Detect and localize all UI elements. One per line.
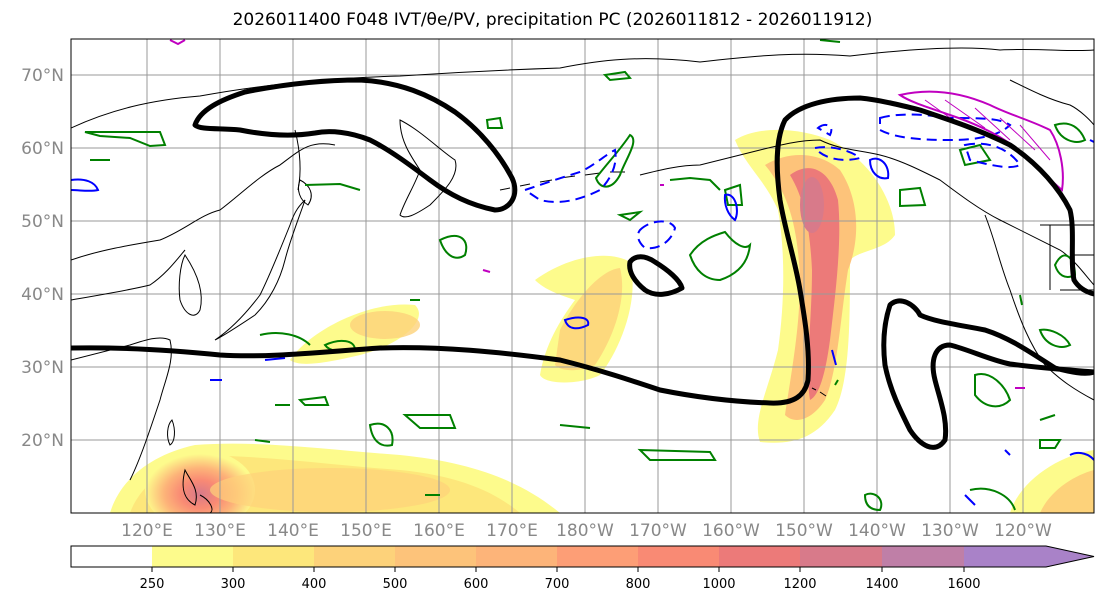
- lon-label: 130°W: [921, 521, 979, 541]
- lon-label: 170°E: [486, 521, 538, 541]
- colorbar-tick-label: 1600: [947, 577, 980, 592]
- plot-frame: [70, 38, 1095, 514]
- colorbar-tick-label: 400: [302, 577, 327, 592]
- pv-contours: [169, 39, 1064, 389]
- colorbar-outline: [70, 545, 1095, 568]
- lat-label: 50°N: [21, 212, 64, 232]
- colorbar-segment: [964, 546, 1046, 567]
- lat-label: 30°N: [21, 358, 64, 378]
- colorbar-segment: [557, 546, 638, 567]
- lon-label: 140°W: [848, 521, 906, 541]
- colorbar-segment: [476, 546, 557, 567]
- colorbar-tick-label: 1200: [783, 577, 816, 592]
- colorbar-segment: [719, 546, 800, 567]
- lon-label: 150°E: [340, 521, 392, 541]
- lon-label: 120°W: [994, 521, 1052, 541]
- lon-label: 120°E: [121, 521, 173, 541]
- lon-label: 160°W: [702, 521, 760, 541]
- colorbar-tick-label: 700: [545, 577, 570, 592]
- lat-label: 20°N: [21, 431, 64, 451]
- colorbar-segment: [233, 546, 314, 567]
- map-title: 2026011400 F048 IVT/θe/PV, precipitation…: [232, 10, 873, 30]
- colorbar: 250 300 400 500 600 700 800 1000 1200 14…: [70, 545, 1095, 592]
- colorbar-tick-label: 500: [383, 577, 408, 592]
- lon-label: 150°W: [775, 521, 833, 541]
- lon-label: 130°E: [194, 521, 246, 541]
- lon-label: 170°W: [629, 521, 687, 541]
- colorbar-segment: [882, 546, 964, 567]
- colorbar-tick-label: 300: [221, 577, 246, 592]
- colorbar-tick-label: 1000: [702, 577, 735, 592]
- colorbar-tick-label: 600: [464, 577, 489, 592]
- lat-label: 60°N: [21, 139, 64, 159]
- lon-label: 160°E: [413, 521, 465, 541]
- colorbar-segment: [71, 546, 152, 567]
- latitude-labels: 70°N 60°N 50°N 40°N 30°N 20°N: [21, 66, 64, 451]
- colorbar-tick-label: 250: [140, 577, 165, 592]
- colorbar-extend-arrow: [1046, 546, 1094, 567]
- lat-label: 70°N: [21, 66, 64, 86]
- ivt-contours: [71, 77, 1094, 450]
- theta-e-contours-positive: [84, 39, 1087, 512]
- colorbar-tick-label: 800: [626, 577, 651, 592]
- colorbar-segment: [395, 546, 476, 567]
- colorbar-segment: [152, 546, 233, 567]
- lon-label: 180°W: [556, 521, 614, 541]
- longitude-labels: 120°E 130°E 140°E 150°E 160°E 170°E 180°…: [121, 521, 1052, 541]
- lon-label: 140°E: [267, 521, 319, 541]
- colorbar-segment: [314, 546, 395, 567]
- colorbar-segment: [800, 546, 882, 567]
- colorbar-segment: [638, 546, 719, 567]
- lat-label: 40°N: [21, 285, 64, 305]
- colorbar-ticks: [151, 567, 965, 572]
- colorbar-tick-label: 1400: [865, 577, 898, 592]
